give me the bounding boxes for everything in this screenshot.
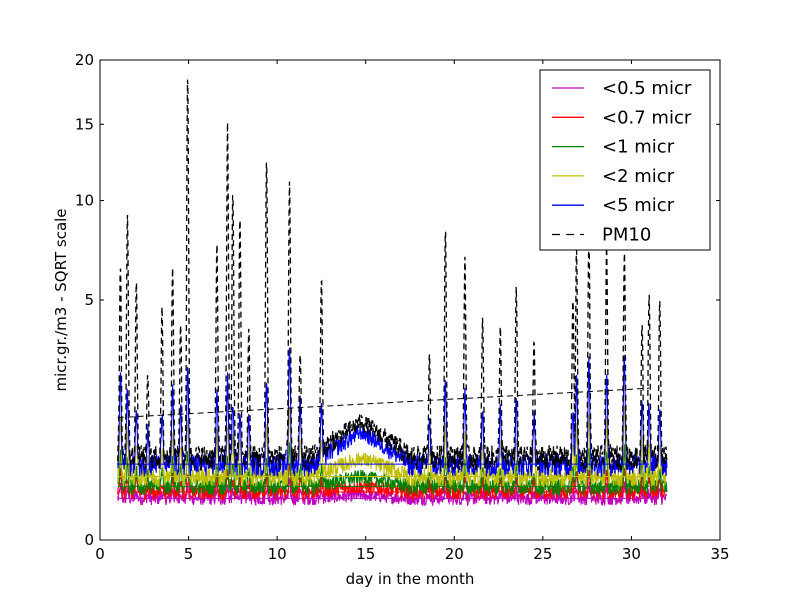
series-line-3 [117, 406, 668, 489]
x-tick-label: 35 [710, 545, 729, 563]
legend: <0.5 micr <0.7 micr <1 micr <2 micr <5 micr P… [539, 69, 711, 251]
x-tick-label: 0 [95, 545, 105, 563]
y-axis-ticks: 0 5 10 15 20 [75, 51, 720, 549]
x-axis-label: day in the month [346, 570, 475, 588]
y-tick-label: 5 [84, 291, 94, 309]
x-tick-label: 20 [445, 545, 464, 563]
x-tick-label: 25 [533, 545, 552, 563]
x-tick-label: 15 [356, 545, 375, 563]
x-tick-label: 30 [622, 545, 641, 563]
x-tick-label: 5 [184, 545, 194, 563]
series-baseline-5 [117, 387, 650, 419]
legend-box [539, 69, 711, 251]
series-line-5 [117, 79, 668, 473]
y-tick-label: 0 [84, 531, 94, 549]
y-tick-label: 10 [75, 192, 94, 210]
y-axis-label: micr.gr./m3 - SQRT scale [52, 208, 70, 391]
series-line-2 [117, 442, 668, 496]
legend-label: PM10 [602, 225, 651, 246]
legend-label: <0.5 micr [602, 78, 692, 99]
x-tick-label: 10 [268, 545, 287, 563]
legend-label: <2 micr [602, 166, 675, 187]
legend-label: <5 micr [602, 195, 675, 216]
y-tick-label: 15 [75, 115, 94, 133]
legend-label: <1 micr [602, 137, 675, 158]
legend-label: <0.7 micr [602, 107, 692, 128]
y-tick-label: 20 [75, 51, 94, 69]
series-layer [117, 79, 668, 507]
x-axis-ticks: 0 5 10 15 20 25 30 35 [95, 60, 730, 563]
